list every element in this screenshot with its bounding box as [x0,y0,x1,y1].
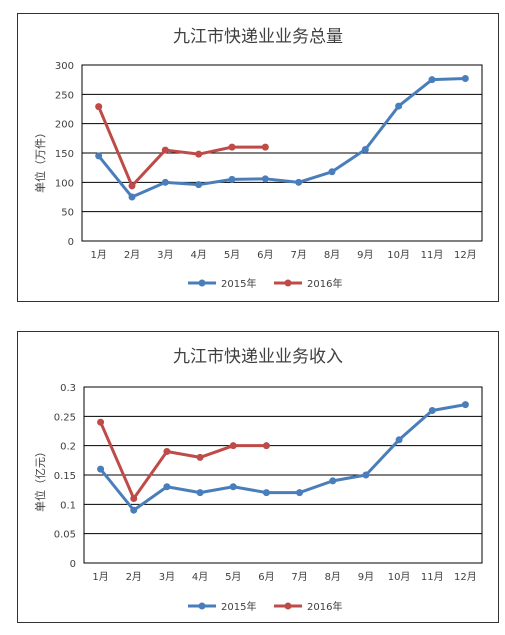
x-tick-label: 12月 [454,571,477,583]
series-line-2 [97,105,267,188]
data-point [395,102,403,110]
data-point [128,193,136,201]
x-tick-label: 1月 [92,571,108,583]
x-tick-label: 8月 [324,249,340,261]
x-tick-label: 5月 [224,249,240,261]
x-tick-label: 10月 [387,249,410,261]
data-point [428,76,436,84]
y-tick-label: 100 [55,178,74,189]
y-tick-label: 0.05 [54,530,76,541]
y-axis-label: 单位（万件） [33,127,47,193]
plot-area [83,386,483,564]
x-tick-label: 11月 [421,571,444,583]
x-tick-label: 7月 [291,571,307,583]
y-tick-label: 0 [70,559,76,570]
data-point [163,448,171,456]
data-point [97,418,105,426]
data-point [196,489,204,497]
y-tick-label: 0.25 [54,412,76,423]
y-tick-label: 0.2 [60,442,76,453]
data-point [95,152,103,160]
data-point [261,143,269,151]
data-point [296,489,304,497]
data-point [461,401,469,409]
data-point [161,146,169,154]
x-tick-label: 1月 [90,249,106,261]
legend-marker [198,279,206,287]
data-point [130,494,138,502]
x-tick-label: 4月 [192,571,208,583]
x-tick-label: 10月 [388,571,411,583]
data-point [97,465,105,473]
x-tick-label: 9月 [358,571,374,583]
chart-panel-volume: 九江市快递业业务总量 单位（万件） 0 50 100 150 200 250 300 1月 2月… [17,13,499,302]
data-point [161,178,169,186]
y-axis-label: 单位（亿元） [33,446,47,512]
y-tick-label: 150 [55,149,74,160]
series-line-2 [99,420,268,500]
data-point [261,175,269,183]
y-tick-label: 200 [55,120,74,131]
data-point [228,143,236,151]
data-point [196,453,204,461]
data-point [95,103,103,111]
data-point [461,74,469,82]
x-tick-label: 6月 [257,249,273,261]
legend-marker [284,279,292,287]
data-point [262,442,270,450]
data-point [395,436,403,444]
series-line-1 [97,76,467,199]
data-point [229,483,237,491]
y-tick-label: 250 [55,90,74,101]
legend-label: 2016年 [307,277,342,290]
data-point [295,178,303,186]
chart-title: 九江市快递业业务收入 [173,347,343,367]
chart-revenue: 九江市快递业业务收入 单位（亿元） 0 0.05 0.1 0.15 0.2 0.25 0.3… [33,347,483,613]
data-point [228,175,236,183]
x-tick-label: 2月 [124,249,140,261]
x-tick-label: 12月 [454,249,477,261]
x-tick-label: 2月 [126,571,142,583]
y-tick-label: 0.1 [60,500,76,511]
data-point [163,483,171,491]
x-tick-label: 7月 [290,249,306,261]
data-point [262,489,270,497]
legend-marker [284,602,292,610]
x-tick-label: 8月 [325,571,341,583]
data-point [130,506,138,514]
data-point [195,150,203,158]
x-tick-label: 11月 [421,249,444,261]
chart-title: 九江市快递业业务总量 [173,27,343,47]
x-tick-label: 3月 [159,571,175,583]
data-point [229,442,237,450]
x-tick-label: 3月 [157,249,173,261]
y-tick-label: 300 [55,61,74,72]
legend-marker [198,602,206,610]
y-tick-label: 0.15 [54,471,76,482]
data-point [329,477,337,485]
data-point [362,471,370,479]
series-line-1 [99,403,467,512]
legend-label: 2016年 [307,600,342,613]
chart-volume: 九江市快递业业务总量 单位（万件） 0 50 100 150 200 250 300 1月 2月… [33,27,483,290]
x-tick-label: 5月 [225,571,241,583]
x-tick-label: 4月 [190,249,206,261]
y-tick-label: 0.3 [60,383,76,394]
data-point [328,168,336,176]
data-point [128,182,136,190]
chart-panel-revenue: 九江市快递业业务收入 单位（亿元） 0 0.05 0.1 0.15 0.2 0.25 0.3… [17,331,499,623]
y-tick-label: 0 [68,237,74,248]
data-point [428,406,436,414]
legend-label: 2015年 [221,277,256,290]
x-tick-label: 6月 [258,571,274,583]
x-tick-label: 9月 [357,249,373,261]
y-tick-label: 50 [61,208,74,219]
plot-area [81,64,483,242]
legend-label: 2015年 [221,600,256,613]
data-point [361,145,369,153]
data-point [195,181,203,189]
